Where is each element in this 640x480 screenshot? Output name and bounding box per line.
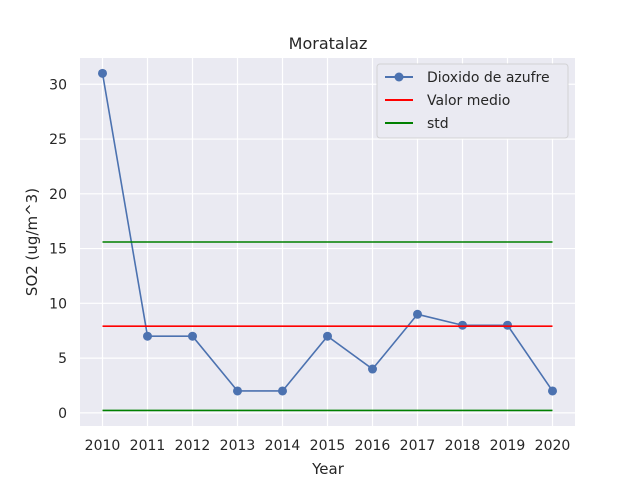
- data-point: [503, 320, 512, 330]
- x-tick-label: 2019: [490, 438, 526, 454]
- legend: Dioxido de azufre Valor medio std: [376, 63, 569, 139]
- x-tick-label: 2013: [220, 438, 256, 454]
- legend-box: [376, 63, 569, 139]
- x-tick-label: 2014: [265, 438, 301, 454]
- legend-label-std: std: [427, 116, 449, 132]
- data-point: [323, 331, 332, 341]
- legend-label-valor-medio: Valor medio: [427, 93, 510, 109]
- x-axis-ticks: 2010 2011 2012 2013 2014 2015 2016 2017 2018 2019…: [85, 438, 571, 454]
- data-point: [233, 386, 242, 396]
- y-axis-ticks: 0 5 10 15 20 25 30: [49, 77, 67, 422]
- y-tick-label: 30: [49, 77, 67, 93]
- legend-label-dioxido: Dioxido de azufre: [427, 70, 550, 86]
- x-tick-label: 2012: [175, 438, 211, 454]
- x-axis-label: Year: [311, 460, 345, 478]
- y-axis-label: SO2 (ug/m^3): [23, 188, 41, 296]
- data-point: [143, 331, 152, 341]
- y-tick-label: 25: [49, 132, 67, 148]
- data-point: [458, 320, 467, 330]
- y-tick-label: 10: [49, 296, 67, 312]
- x-tick-label: 2020: [535, 438, 571, 454]
- legend-marker-dioxido: [394, 72, 404, 82]
- y-tick-label: 15: [49, 242, 67, 258]
- x-tick-label: 2010: [85, 438, 121, 454]
- y-tick-label: 20: [49, 187, 67, 203]
- x-tick-label: 2017: [400, 438, 436, 454]
- x-tick-label: 2018: [445, 438, 481, 454]
- data-point: [188, 331, 197, 341]
- x-tick-label: 2015: [310, 438, 346, 454]
- x-tick-label: 2011: [130, 438, 166, 454]
- series-layer: [98, 68, 557, 412]
- x-tick-label: 2016: [355, 438, 391, 454]
- data-point: [368, 364, 377, 374]
- data-point: [278, 386, 287, 396]
- chart-title: Moratalaz: [289, 34, 368, 53]
- data-point: [98, 68, 107, 78]
- y-tick-label: 0: [58, 406, 67, 422]
- data-point: [548, 386, 557, 396]
- y-tick-label: 5: [58, 351, 67, 367]
- data-point: [413, 309, 422, 319]
